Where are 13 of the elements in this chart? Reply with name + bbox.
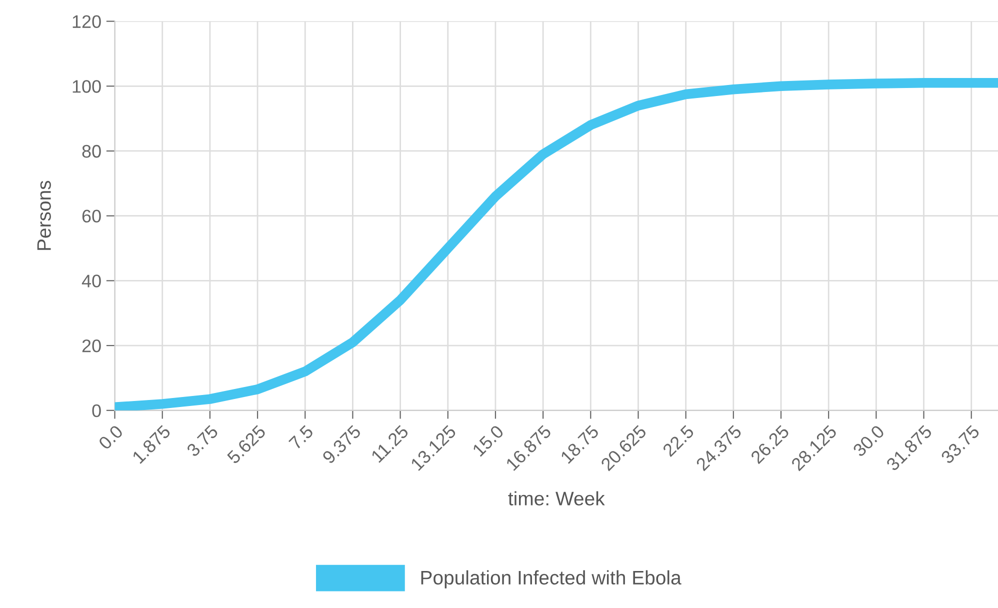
legend-label: Population Infected with Ebola [421,570,682,588]
y-axis-title: Persons [37,180,51,250]
y-tick-label: 100 [72,80,101,93]
y-tick-label: 120 [72,15,101,28]
x-tick-label: 0.0 [98,424,124,450]
y-tick-label: 80 [82,144,101,158]
x-tick-label: 7.5 [288,424,314,450]
x-tick-label: 30.0 [852,424,886,458]
y-tick-label: 40 [82,274,101,288]
y-tick-label: 20 [82,339,101,352]
y-tick-label: 0 [92,404,101,418]
x-axis-title: time: Week [508,491,605,506]
y-tick-label: 60 [82,210,101,223]
